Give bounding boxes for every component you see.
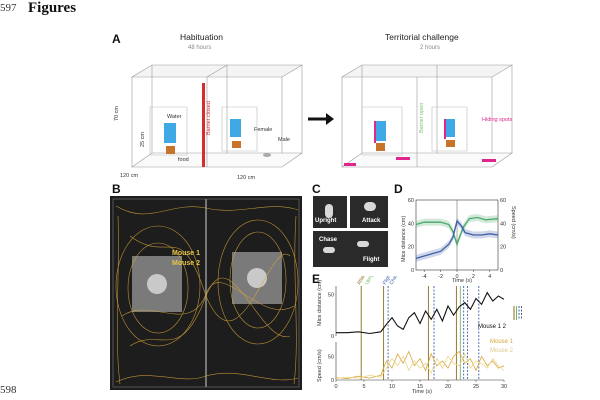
- water-bottle-right-2: [444, 119, 455, 137]
- water-label: Water: [167, 114, 182, 120]
- habituation-arena: [130, 64, 304, 168]
- panel-e-bottom-ytick-label: 50: [328, 354, 334, 360]
- barrier-open-label: Barrier open: [419, 103, 425, 133]
- tracking-image: Mouse 1 Mouse 2: [110, 196, 302, 390]
- panel-d-xlabel: Time (s): [452, 278, 472, 284]
- habituation-title: Habituation: [180, 32, 224, 42]
- panel-d-yright-tick-label: 0: [500, 268, 503, 274]
- behavior-upright-label: Upright: [315, 218, 337, 224]
- barrier-closed-wall: [202, 83, 205, 167]
- panel-e-xtick-label: 25: [473, 384, 479, 390]
- panel-d-xtick-label: -2: [438, 274, 443, 280]
- hiding-spots-label: Hiding spots: [482, 117, 513, 123]
- behavior-upright-image: Upright: [313, 196, 347, 228]
- panel-e-event-label: Attack: [356, 276, 368, 286]
- panel-d-ylabel-right: Speed (cm/s): [510, 206, 516, 239]
- panel-e-top-ytick-label: 50: [328, 292, 334, 298]
- panel-e-top-ytick-label: 0: [331, 334, 334, 340]
- panel-a-diagram: 70 cm 25 cm 120 cm 120 cm Water food Bar…: [114, 64, 514, 181]
- dim-width-label: 120 cm: [237, 175, 255, 181]
- female-mouse-icon: [263, 153, 271, 157]
- dim-depth-label: 120 cm: [120, 173, 138, 179]
- panel-e-event-label: Chase: [389, 276, 402, 286]
- panel-e-legend-mouse-2: Mouse 2: [490, 348, 514, 354]
- panel-e-speed-mouse-2: [335, 352, 505, 379]
- food-label: food: [178, 157, 189, 163]
- panel-d-yleft-tick-label: 60: [408, 198, 414, 204]
- water-bottle-right-1: [374, 121, 386, 141]
- panel-e-legend-mouse-1: Mouse 1: [490, 339, 514, 345]
- legend-mouse-2: Mouse 2: [172, 260, 201, 267]
- dim-height-label: 70 cm: [114, 106, 120, 121]
- panel-d-ylabel-left: Mice distance (cm): [401, 215, 407, 262]
- panel-d-yright-tick-label: 60: [500, 198, 506, 204]
- dim-box-label: 25 cm: [140, 132, 146, 147]
- panel-e-event-label: Flight: [382, 276, 394, 286]
- panel-d-xtick-label: 4: [488, 274, 491, 280]
- food-left-1: [166, 146, 175, 154]
- panel-d-yleft-tick-label: 20: [408, 245, 414, 251]
- legend-mouse-1: Mouse 1: [172, 250, 201, 257]
- panel-d-distance-line: [415, 216, 499, 247]
- panel-e-label: E: [312, 272, 321, 286]
- panel-e-distance-line: [336, 291, 505, 335]
- water-bottle-left-1: [164, 123, 176, 143]
- panel-b-label: B: [112, 182, 121, 196]
- panel-c-label: C: [312, 182, 321, 196]
- panel-d-xtick-label: -4: [422, 274, 427, 280]
- transition-arrow-icon: [308, 113, 334, 125]
- section-heading: Figures: [28, 0, 77, 16]
- panel-d-speed-line: [415, 219, 499, 259]
- water-bottle-left-2: [230, 119, 241, 137]
- panel-e-xtick-label: 5: [362, 384, 365, 390]
- line-number-bottom: 598: [0, 384, 17, 396]
- habituation-duration: 48 hours: [188, 45, 212, 51]
- panel-e-xtick-label: 10: [389, 384, 395, 390]
- panel-d-yright-tick-label: 40: [500, 221, 506, 227]
- panel-e-xtick-label: 0: [334, 384, 337, 390]
- behavior-attack-label: Attack: [362, 218, 381, 224]
- panel-d-yright-tick-label: 20: [500, 245, 506, 251]
- behavior-attack-image: Attack: [350, 196, 388, 228]
- hiding-spots: [344, 119, 496, 166]
- tracking-trajectories: [112, 198, 300, 388]
- panel-a-label: A: [112, 32, 121, 46]
- food-right-2: [446, 140, 455, 147]
- panel-e-xtick-label: 30: [501, 384, 507, 390]
- panel-d-yleft-tick-label: 40: [408, 221, 414, 227]
- panel-e-xtick-label: 15: [417, 384, 423, 390]
- panel-e-top-ylabel: Mice distance (cm): [317, 279, 323, 326]
- behavior-flight-label: Flight: [363, 257, 380, 263]
- barrier-closed-label: Barrier closed: [206, 101, 212, 135]
- food-left-2: [232, 141, 241, 148]
- male-label: Male: [278, 137, 290, 143]
- panel-d-yleft-tick-label: 0: [411, 268, 414, 274]
- panel-e-event-label: Upright: [364, 276, 378, 286]
- challenge-arena: [340, 64, 514, 168]
- panel-e-speed-mouse-1: [335, 350, 505, 379]
- female-label: Female: [254, 127, 272, 133]
- panel-e-top-legend: Mouse 1 2: [478, 324, 507, 330]
- panel-e-xtick-label: 20: [445, 384, 451, 390]
- panel-d-series-band: [416, 217, 498, 262]
- panel-e-bottom-ytick-label: 0: [331, 378, 334, 384]
- panel-e-xlabel: Time (s): [412, 389, 432, 395]
- panel-d-xtick-label: 2: [472, 274, 475, 280]
- food-right-1: [376, 143, 385, 151]
- behavior-chase-flight-image: Chase Flight: [313, 231, 388, 267]
- behavior-chase-label: Chase: [319, 237, 338, 243]
- panel-d-xtick-label: 0: [455, 274, 458, 280]
- panel-d-label: D: [394, 182, 403, 196]
- panel-e-bottom-ylabel: Speed (cm/s): [317, 349, 323, 382]
- challenge-duration: 2 hours: [420, 45, 441, 51]
- challenge-title: Territorial challenge: [385, 32, 459, 42]
- line-number-top: 597: [0, 2, 17, 14]
